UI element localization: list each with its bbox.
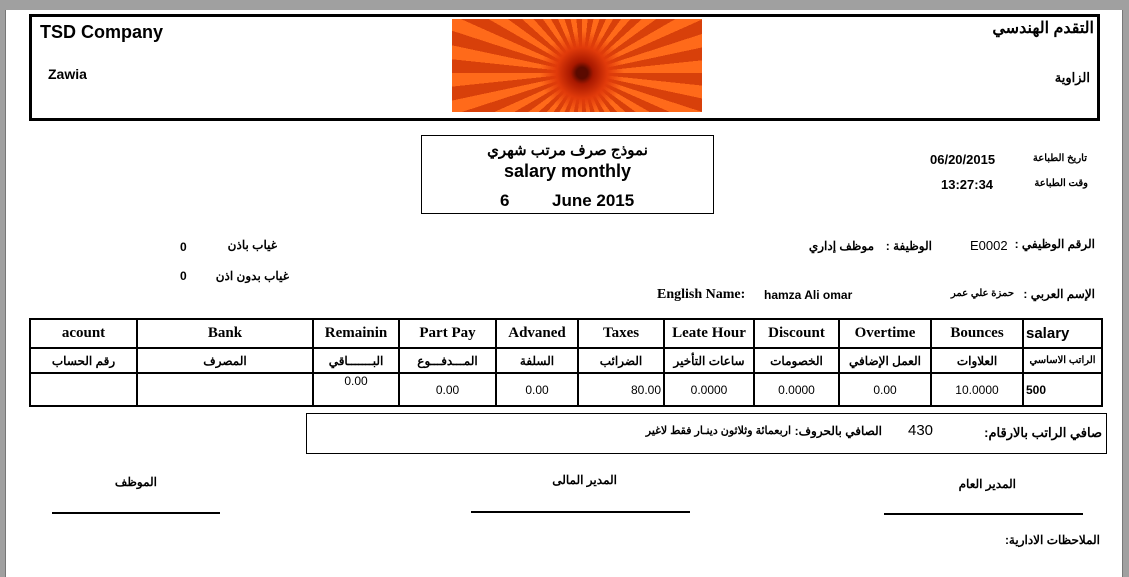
col-header-salary: salary [1022, 318, 1103, 349]
cell-part-pay: 0.00 [398, 372, 497, 407]
report-title-ar: نموذج صرف مرتب شهري [487, 142, 648, 159]
company-name-ar: التقدم الهندسي [992, 20, 1094, 37]
col-header-ar-advance: السلفة [495, 347, 579, 374]
col-header-late-hour: Leate Hour [663, 318, 755, 349]
header-row-ar: رقم الحساب المصرف البـــــــاقي المـــدف… [29, 347, 1103, 374]
english-name-label: English Name: [657, 287, 746, 302]
col-header-ar-remaining: البـــــــاقي [312, 347, 400, 374]
net-words-label: الصافي بالحروف: [794, 424, 882, 438]
employee-id: E0002 [970, 238, 1008, 253]
absence-unpermitted-count: 0 [180, 269, 187, 283]
col-header-bonuses: Bounces [930, 318, 1024, 349]
signature-employee-label: الموظف [114, 475, 157, 489]
col-header-advance: Advaned [495, 318, 579, 349]
col-header-ar-part-pay: المـــدفـــوع [398, 347, 497, 374]
col-header-remaining: Remainin [312, 318, 400, 349]
cell-taxes: 80.00 [577, 372, 665, 407]
cell-remaining: 0.00 [312, 372, 400, 407]
cell-bank [136, 372, 314, 407]
arabic-name: حمزة علي عمر [950, 288, 1014, 299]
company-name-en: TSD Company [40, 22, 164, 42]
col-header-ar-salary: الراتب الاساسي [1022, 347, 1103, 374]
job-title: موظف إداري [808, 239, 874, 253]
col-header-ar-discount: الخصومات [753, 347, 840, 374]
net-numeric-value: 430 [908, 422, 934, 439]
header-row-en: acount Bank Remainin Part Pay Advaned Ta… [29, 318, 1103, 349]
report-title-box [421, 135, 714, 214]
signature-line-general-manager [884, 513, 1083, 515]
city-ar: الزاوية [1054, 70, 1090, 85]
absence-permitted-count: 0 [180, 240, 187, 254]
col-header-ar-bonuses: العلاوات [930, 347, 1024, 374]
print-time: 13:27:34 [941, 177, 994, 192]
city-en: Zawia [48, 66, 87, 82]
col-header-ar-taxes: الضرائب [577, 347, 665, 374]
cell-late-hour: 0.0000 [663, 372, 755, 407]
net-numeric-label: صافي الراتب بالارقام: [984, 425, 1102, 440]
col-header-overtime: Overtime [838, 318, 932, 349]
col-header-ar-late-hour: ساعات التأخير [663, 347, 755, 374]
cell-advance: 0.00 [495, 372, 579, 407]
print-time-label: وقت الطباعة [1034, 178, 1088, 189]
col-header-ar-bank: المصرف [136, 347, 314, 374]
signature-finance-manager-label: المدير المالى [552, 473, 617, 487]
employee-id-label: الرقم الوظيفي : [1014, 237, 1095, 251]
cell-salary: 500 [1022, 372, 1103, 407]
english-name: hamza Ali omar [764, 288, 853, 302]
salary-table: acount Bank Remainin Part Pay Advaned Ta… [29, 318, 1103, 407]
arabic-name-label: الإسم العربي : [1023, 287, 1095, 301]
col-header-part-pay: Part Pay [398, 318, 497, 349]
print-date: 06/20/2015 [930, 152, 996, 167]
report-header [29, 14, 1100, 121]
col-header-ar-overtime: العمل الإضافي [838, 347, 932, 374]
col-header-discount: Discount [753, 318, 840, 349]
col-header-bank: Bank [136, 318, 314, 349]
job-label: الوظيفة : [885, 239, 932, 253]
absence-unpermitted-label: غياب بدون اذن [215, 269, 289, 283]
cell-bonuses: 10.0000 [930, 372, 1024, 407]
net-words-value: اربعمائة وثلاثون دينـار فقط لاغير [645, 425, 791, 437]
month-number: 6 [500, 191, 510, 210]
signature-general-manager-label: المدير العام [958, 477, 1016, 491]
col-header-ar-account: رقم الحساب [29, 347, 138, 374]
month-year: June 2015 [552, 191, 635, 210]
cell-overtime: 0.00 [838, 372, 932, 407]
absence-permitted-label: غياب باذن [227, 238, 277, 252]
cell-account [29, 372, 138, 407]
print-date-label: تاريخ الطباعة [1032, 153, 1087, 164]
col-header-taxes: Taxes [577, 318, 665, 349]
admin-notes-label: الملاحظات الادارية: [1004, 533, 1100, 547]
report-title-en: salary monthly [503, 161, 632, 181]
company-logo-image [452, 19, 702, 112]
signature-line-employee [52, 512, 220, 514]
cell-discount: 0.0000 [753, 372, 840, 407]
signature-line-finance-manager [471, 511, 690, 513]
table-row: 0.00 0.00 0.00 80.00 0.0000 0.0000 0.00 … [29, 372, 1103, 407]
col-header-account: acount [29, 318, 138, 349]
net-salary-box [306, 413, 1107, 454]
